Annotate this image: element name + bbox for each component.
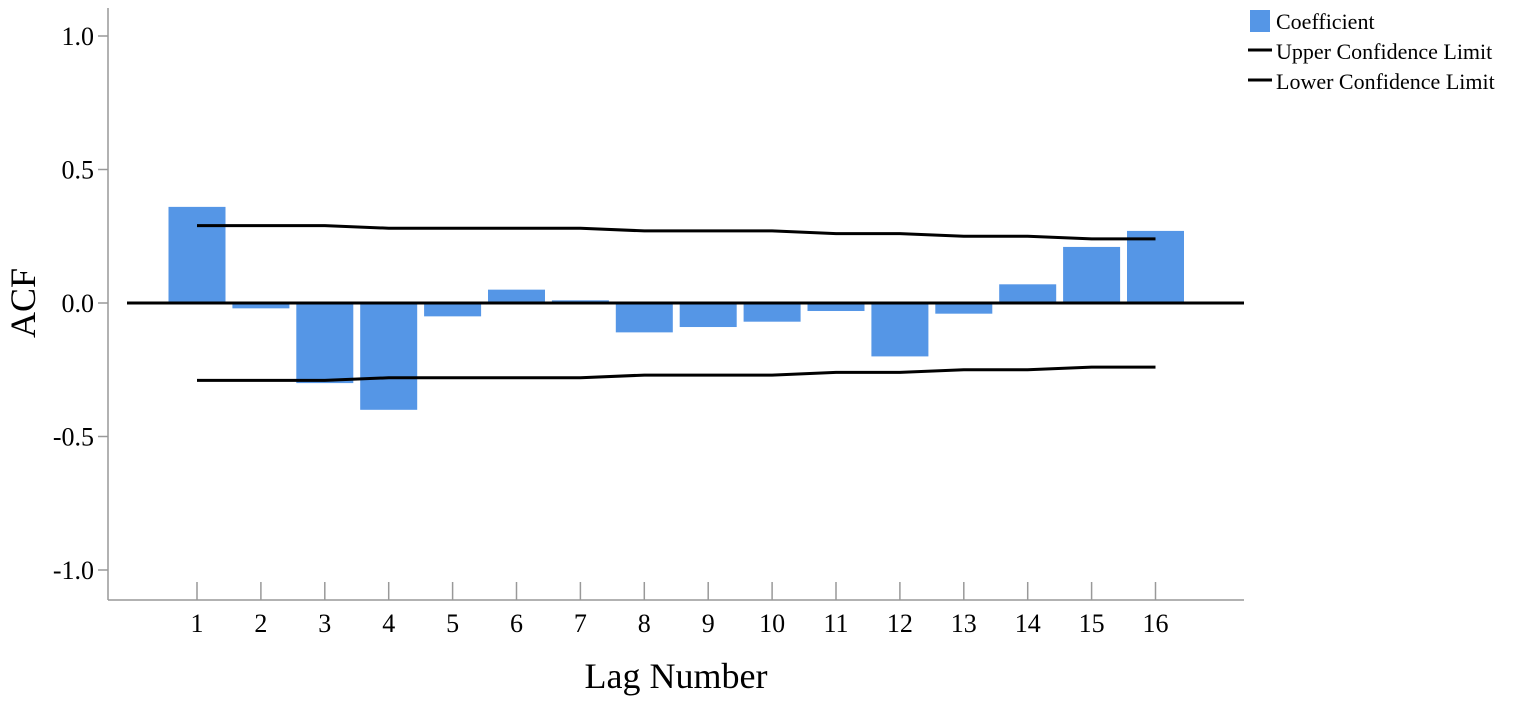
x-tick-label: 8 (638, 609, 651, 638)
y-tick-label: 1.0 (62, 22, 95, 51)
bar-lag-2 (232, 303, 290, 309)
bar-lag-1 (168, 206, 226, 303)
x-tick-label: 2 (254, 609, 267, 638)
bar-lag-3 (296, 303, 354, 384)
legend-label-upper-confidence-limit: Upper Confidence Limit (1276, 39, 1492, 64)
y-axis-title: ACF (3, 268, 43, 338)
x-tick-label: 4 (382, 609, 395, 638)
y-tick-label: -1.0 (53, 556, 94, 585)
x-tick-label: 5 (446, 609, 459, 638)
x-axis-title: Lag Number (585, 656, 768, 696)
x-tick-label: 12 (887, 609, 913, 638)
y-tick-label: -0.5 (53, 423, 94, 452)
coefficient-bars (168, 206, 1184, 410)
bar-lag-9 (679, 303, 737, 328)
bar-lag-4 (360, 303, 418, 410)
bar-lag-12 (871, 303, 929, 357)
bar-lag-5 (424, 303, 482, 317)
confidence-limit-lines (197, 224, 1156, 382)
legend: Coefficient Upper Confidence Limit Lower C… (1248, 9, 1495, 94)
tick-labels: 1.00.50.0-0.5-1.01 2 3 4 5 6 7 8 9 10 11 12 13 14 15 16 (53, 22, 1169, 638)
x-tick-label: 13 (951, 609, 977, 638)
bar-lag-10 (743, 303, 801, 322)
bar-lag-8 (615, 303, 673, 333)
legend-swatch-coefficient (1250, 10, 1270, 32)
x-tick-label: 3 (318, 609, 331, 638)
x-tick-label: 16 (1143, 609, 1169, 638)
x-tick-label: 9 (702, 609, 715, 638)
x-tick-label: 10 (759, 609, 785, 638)
lower-confidence-limit-line (197, 365, 1156, 382)
legend-label-lower-confidence-limit: Lower Confidence Limit (1276, 69, 1495, 94)
x-tick-label: 6 (510, 609, 523, 638)
bar-lag-11 (807, 303, 865, 312)
bar-lag-13 (935, 303, 993, 314)
x-tick-label: 15 (1079, 609, 1105, 638)
x-tick-label: 14 (1015, 609, 1041, 638)
upper-confidence-limit-line (197, 224, 1156, 241)
x-tick-label: 7 (574, 609, 587, 638)
y-tick-label: 0.0 (62, 289, 95, 318)
legend-label-coefficient: Coefficient (1276, 9, 1375, 34)
bar-lag-6 (488, 289, 545, 303)
x-tick-label: 1 (191, 609, 204, 638)
bar-lag-14 (999, 284, 1057, 303)
x-tick-label: 11 (823, 609, 848, 638)
y-tick-label: 0.5 (62, 156, 95, 185)
bar-lag-15 (1063, 246, 1121, 303)
bar-lag-16 (1127, 230, 1184, 303)
axes (98, 8, 1244, 601)
